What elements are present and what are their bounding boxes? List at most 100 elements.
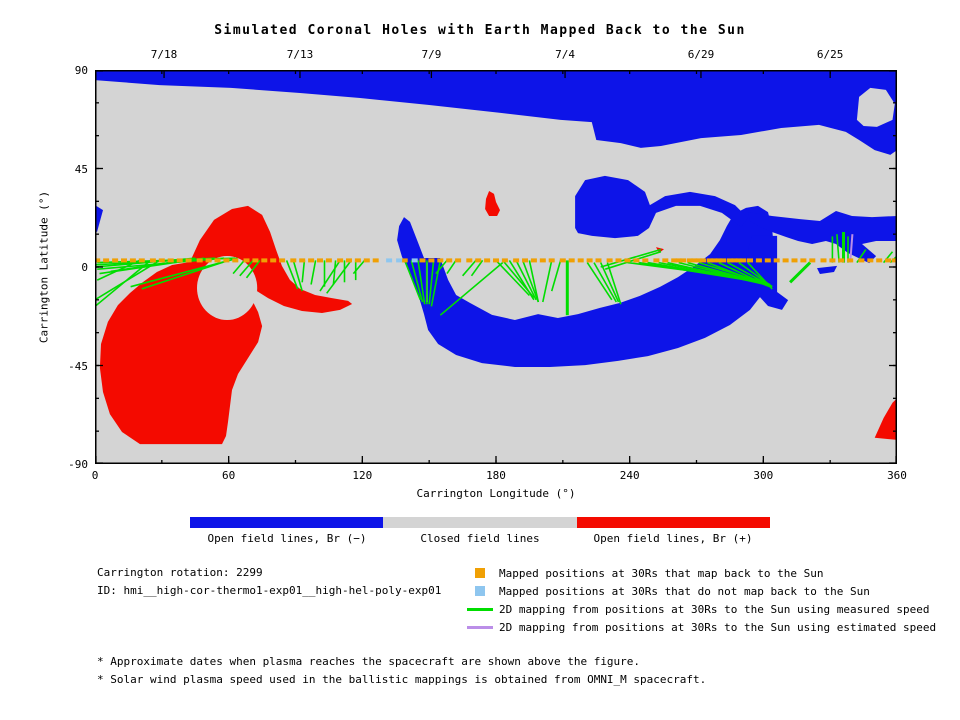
mapped-position-marker: [577, 258, 584, 263]
measured-mapping-line: [292, 260, 303, 292]
mapped-position-marker: [820, 258, 827, 263]
mapped-position-marker: [513, 258, 520, 263]
mapped-position-marker: [325, 258, 332, 263]
mapped-position-marker: [121, 258, 127, 263]
measured-mapping-line: [96, 259, 140, 281]
measured-mapping-line: [403, 260, 422, 301]
x-tick-label: 120: [352, 469, 373, 482]
mapped-position-marker: [475, 258, 482, 263]
region-polar-cap-notch: [856, 87, 895, 127]
measured-mapping-line: [604, 250, 662, 270]
unmapped-position-marker: [396, 258, 403, 263]
measured-mapping-line: [352, 259, 366, 275]
mapped-position-marker: [437, 258, 444, 263]
mapped-position-marker: [624, 258, 631, 263]
measured-mapping-line: [550, 260, 562, 292]
mapped-position-marker: [138, 258, 145, 263]
plot-border: [95, 70, 897, 464]
mapped-position-marker: [838, 258, 845, 263]
legend-item-measured-speed: 2D mapping from positions at 30Rs to the…: [467, 602, 929, 616]
mapped-position-marker: [446, 258, 453, 263]
measured-mapping-line: [141, 259, 229, 290]
mapped-position-marker: [428, 258, 435, 263]
mapped-position-marker: [791, 258, 798, 263]
mapped-position-marker: [726, 258, 733, 263]
mapped-position-marker: [337, 258, 344, 263]
mapped-position-marker: [764, 258, 771, 263]
measured-mapping-line: [508, 259, 535, 301]
measured-mapping-line: [94, 259, 152, 308]
measured-mapping-line: [606, 262, 622, 305]
measured-mapping-line: [515, 260, 537, 301]
mapped-position-marker: [700, 258, 707, 263]
top-axis-date-label: 6/29: [687, 48, 715, 61]
mapped-position-marker: [876, 258, 883, 263]
colorbar-open-pos-segment: [576, 517, 770, 528]
map-canvas: [94, 70, 898, 464]
measured-mapping-line: [470, 259, 484, 277]
legend-label: Mapped positions at 30Rs that do not map…: [499, 584, 870, 598]
y-tick-label: -45: [68, 359, 88, 373]
y-tick-label: 45: [74, 162, 88, 176]
lightblue-square-swatch: [475, 586, 485, 596]
mapped-position-marker: [680, 258, 687, 263]
purple-line-swatch: [467, 625, 493, 629]
mapped-position-marker: [568, 258, 575, 263]
measured-mapping-line: [727, 261, 773, 288]
mapped-position-marker: [720, 258, 727, 263]
footnote-dates: * Approximate dates when plasma reaches …: [97, 655, 641, 668]
estimated-mapping-line: [849, 234, 854, 263]
mapped-position-marker: [686, 258, 693, 263]
measured-mapping-line: [245, 259, 261, 279]
colorbar-label-open-pos: Open field lines, Br (+): [593, 532, 753, 545]
mapped-position-marker: [740, 258, 747, 263]
mapped-position-marker: [858, 258, 865, 263]
mapped-position-marker: [214, 258, 221, 263]
x-tick-label: 300: [753, 469, 774, 482]
y-tick-label: 90: [74, 64, 88, 77]
measured-mapping-line: [600, 248, 662, 268]
mapped-position-marker: [606, 258, 613, 263]
mapped-position-marker: [401, 258, 408, 263]
top-axis-date-label: 7/9: [421, 48, 442, 61]
measured-mapping-line: [718, 261, 771, 288]
mapped-position-marker: [501, 258, 508, 263]
measured-mapping-line: [439, 261, 504, 316]
x-tick-label: 0: [91, 469, 99, 482]
mapped-position-marker: [539, 258, 546, 263]
colorbar-label-open-neg: Open field lines, Br (−): [207, 532, 367, 545]
green-line-swatch: [467, 607, 493, 611]
unmapped-position-marker: [386, 258, 393, 263]
measured-mapping-line: [747, 262, 773, 290]
mapped-position-marker: [653, 258, 660, 263]
footnote-omni: * Solar wind plasma speed used in the ba…: [97, 673, 707, 686]
mapped-position-marker: [867, 258, 874, 263]
mapped-position-marker: [522, 258, 528, 263]
region-arch-blob: [575, 175, 748, 239]
measured-mapping-line: [521, 260, 540, 303]
measured-mapping-line: [586, 262, 613, 301]
mapped-position-marker: [615, 258, 622, 263]
mapped-position-marker: [586, 258, 593, 263]
measured-mapping-line: [856, 249, 867, 264]
mapped-position-marker: [559, 258, 566, 263]
colorbar-closed-segment: [383, 517, 577, 528]
mapped-position-marker: [595, 258, 602, 263]
x-tick-label: 60: [222, 469, 236, 482]
mapped-position-marker: [671, 258, 678, 263]
mapped-position-marker: [809, 258, 816, 263]
measured-mapping-line: [428, 260, 435, 305]
mapped-position-marker: [484, 258, 491, 263]
measured-mapping-line: [461, 259, 477, 277]
measured-mapping-line: [301, 260, 306, 283]
mapped-position-marker: [419, 258, 426, 263]
x-tick-label: 180: [486, 469, 506, 482]
region-equatorial-smile-band: [397, 205, 774, 367]
mapped-position-marker: [129, 258, 136, 263]
y-tick-label: 0: [81, 261, 88, 274]
region-red-corner-wedge: [874, 398, 897, 440]
legend-item-not-mapped-back: Mapped positions at 30Rs that do not map…: [467, 584, 870, 598]
mapped-position-marker: [372, 258, 379, 263]
x-tick-label: 360: [887, 469, 907, 482]
